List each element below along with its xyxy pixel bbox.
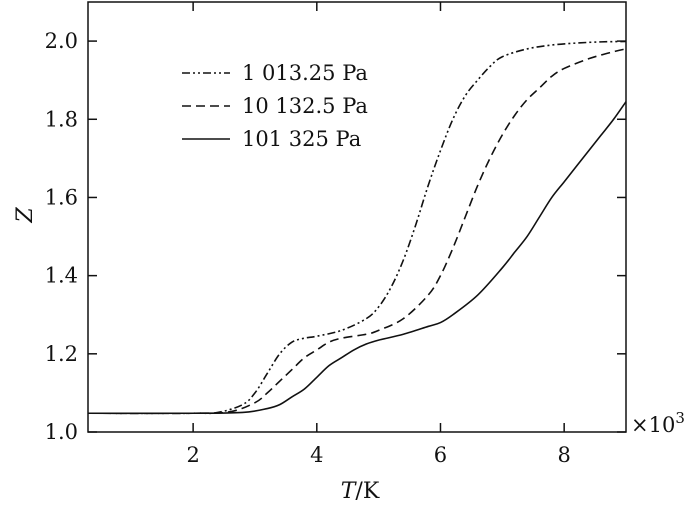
series-lines <box>87 40 627 415</box>
x-axis-ticks: 2 4 6 8 <box>186 2 571 467</box>
series-line-0 <box>87 40 627 415</box>
x-tick-label: 6 <box>434 443 447 467</box>
x-multiplier: ×103 <box>631 409 685 437</box>
x-axis-label: T/K <box>341 479 380 504</box>
y-tick-label: 2.0 <box>45 29 78 53</box>
y-axis-label: Z <box>13 207 38 224</box>
series-line-2 <box>87 101 627 415</box>
x-multiplier-exponent: 3 <box>675 409 685 427</box>
legend-label-2: 101 325 Pa <box>242 127 361 151</box>
x-tick-label: 8 <box>557 443 570 467</box>
y-tick-label: 1.4 <box>45 264 78 288</box>
y-tick-label: 1.6 <box>45 185 78 209</box>
y-tick-label: 1.0 <box>45 420 78 444</box>
y-tick-label: 1.8 <box>45 107 78 131</box>
y-axis-ticks: 1.0 1.2 1.4 1.6 1.8 2.0 <box>45 29 626 444</box>
plot-frame <box>87 1 627 433</box>
legend: 1 013.25 Pa 10 132.5 Pa 101 325 Pa <box>182 61 368 151</box>
series-line-1 <box>87 48 627 415</box>
x-tick-label: 4 <box>310 443 323 467</box>
x-tick-label: 2 <box>186 443 199 467</box>
legend-label-1: 10 132.5 Pa <box>242 94 368 118</box>
y-tick-label: 1.2 <box>45 342 78 366</box>
legend-label-0: 1 013.25 Pa <box>242 61 368 85</box>
